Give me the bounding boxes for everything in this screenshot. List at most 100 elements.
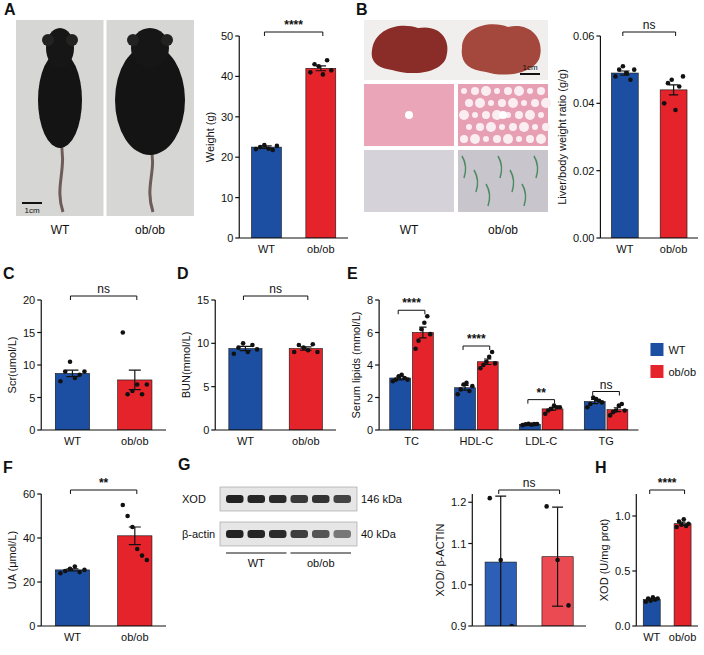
y-tick-label: 0 xyxy=(29,620,35,632)
plot-area xyxy=(229,341,323,430)
y-tick-label: 8 xyxy=(367,294,373,306)
error-bar xyxy=(240,346,252,350)
panel-bar: XOD (U/mg prot)0.00.51.0WTob/ob**** xyxy=(598,476,698,643)
data-point xyxy=(262,143,267,148)
data-point xyxy=(628,77,633,82)
data-point xyxy=(125,392,130,397)
y-tick-label: 5 xyxy=(203,381,209,393)
y-tick xyxy=(37,332,41,333)
bar xyxy=(643,600,660,626)
data-point xyxy=(232,351,237,356)
data-point xyxy=(428,332,433,337)
data-point xyxy=(270,148,275,153)
fibrosis-streak xyxy=(498,156,502,178)
x-tick-label: ob/ob xyxy=(121,631,149,643)
y-tick-label: 20 xyxy=(221,151,233,163)
y-tick xyxy=(37,364,41,365)
y-tick-label: 20 xyxy=(23,294,35,306)
blot-row-label: β-actin xyxy=(182,528,215,540)
error-cap xyxy=(419,337,426,338)
y-tick-label: 6 xyxy=(367,327,373,339)
data-point xyxy=(458,387,463,392)
y-tick-label: 15 xyxy=(23,327,35,339)
y-tick xyxy=(632,515,636,516)
y-tick xyxy=(37,397,41,398)
fibrosis-streak xyxy=(474,170,478,192)
error-bar xyxy=(669,85,678,95)
fibrosis-streak xyxy=(510,170,514,192)
error-cap xyxy=(669,94,678,95)
legend-label: WT xyxy=(668,344,685,356)
lane-underline xyxy=(291,553,352,554)
x-tick-label: WT xyxy=(64,435,81,447)
mouse-ear xyxy=(161,34,173,46)
significance-bracket xyxy=(623,32,676,36)
vacuole xyxy=(494,88,500,94)
bar xyxy=(118,536,152,626)
data-point xyxy=(544,504,549,509)
vacuole xyxy=(488,100,494,106)
y-axis xyxy=(41,494,42,626)
mouse-ear xyxy=(127,34,139,46)
mouse-head xyxy=(46,28,74,68)
blot-band xyxy=(334,530,352,538)
error-line xyxy=(134,527,135,545)
data-point xyxy=(140,553,145,558)
plot-area xyxy=(251,58,335,238)
vacuole xyxy=(542,123,550,131)
data-point xyxy=(58,379,63,384)
panel-letter: F xyxy=(3,459,13,476)
y-tick-label: 0.5 xyxy=(615,565,630,577)
x-axis xyxy=(472,625,586,626)
y-tick-label: 0.02 xyxy=(573,165,594,177)
y-tick-label: 0.9 xyxy=(451,620,466,632)
blot-band xyxy=(269,530,287,538)
data-point xyxy=(135,382,140,387)
vacuole xyxy=(465,99,473,107)
y-tick-label: 40 xyxy=(221,70,233,82)
error-cap xyxy=(129,544,141,545)
y-tick-label: 15 xyxy=(197,294,209,306)
mouse-ear xyxy=(66,34,78,46)
data-point xyxy=(321,72,326,77)
data-point xyxy=(254,147,259,152)
vacuole xyxy=(541,98,551,108)
vessel xyxy=(499,111,507,119)
vacuole xyxy=(537,87,545,95)
data-point xyxy=(425,314,430,319)
vacuole xyxy=(536,134,546,144)
histology-stain-obob xyxy=(458,150,548,212)
vacuole xyxy=(471,87,479,95)
y-tick xyxy=(211,429,215,430)
data-point xyxy=(63,369,68,374)
error-bar xyxy=(419,327,426,338)
y-tick xyxy=(596,170,600,171)
y-axis xyxy=(600,36,601,238)
data-point xyxy=(77,372,82,377)
bar xyxy=(660,90,687,238)
y-axis-title: Liver/body weight ratio (g/g) xyxy=(556,69,568,205)
error-cap xyxy=(552,507,563,508)
error-line xyxy=(673,85,674,95)
data-point xyxy=(405,377,410,382)
significance: ns xyxy=(523,476,536,490)
figure: 1cmWTob/obA1cmWTob/obBXOD146 kDaβ-actin4… xyxy=(0,0,704,655)
bar xyxy=(390,378,411,430)
y-tick xyxy=(596,35,600,36)
y-axis-title: Weight (g) xyxy=(204,112,216,163)
western-blot: XOD146 kDaβ-actin40 kDaWTob/ob xyxy=(182,487,403,569)
y-tick-label: 10 xyxy=(221,192,233,204)
y-tick xyxy=(375,429,379,430)
panel-letter: B xyxy=(356,1,368,18)
y-tick-label: 1.1 xyxy=(451,538,466,550)
fibrosis-streak xyxy=(486,184,490,206)
mouse-tail xyxy=(60,138,63,212)
photo-divider xyxy=(104,20,107,216)
lane-label: ob/ob xyxy=(307,557,335,569)
panel-bar: Serum lipids (mmol/L)02468TCHDL-CLDL-CTG… xyxy=(350,294,696,447)
photo-liver: 1cmWTob/ob xyxy=(364,20,551,237)
error-line xyxy=(557,507,558,606)
panel-letter: C xyxy=(3,265,15,282)
vacuole xyxy=(461,88,467,94)
y-axis-title-line: Liver/body weight ratio (g/g) xyxy=(556,69,568,205)
